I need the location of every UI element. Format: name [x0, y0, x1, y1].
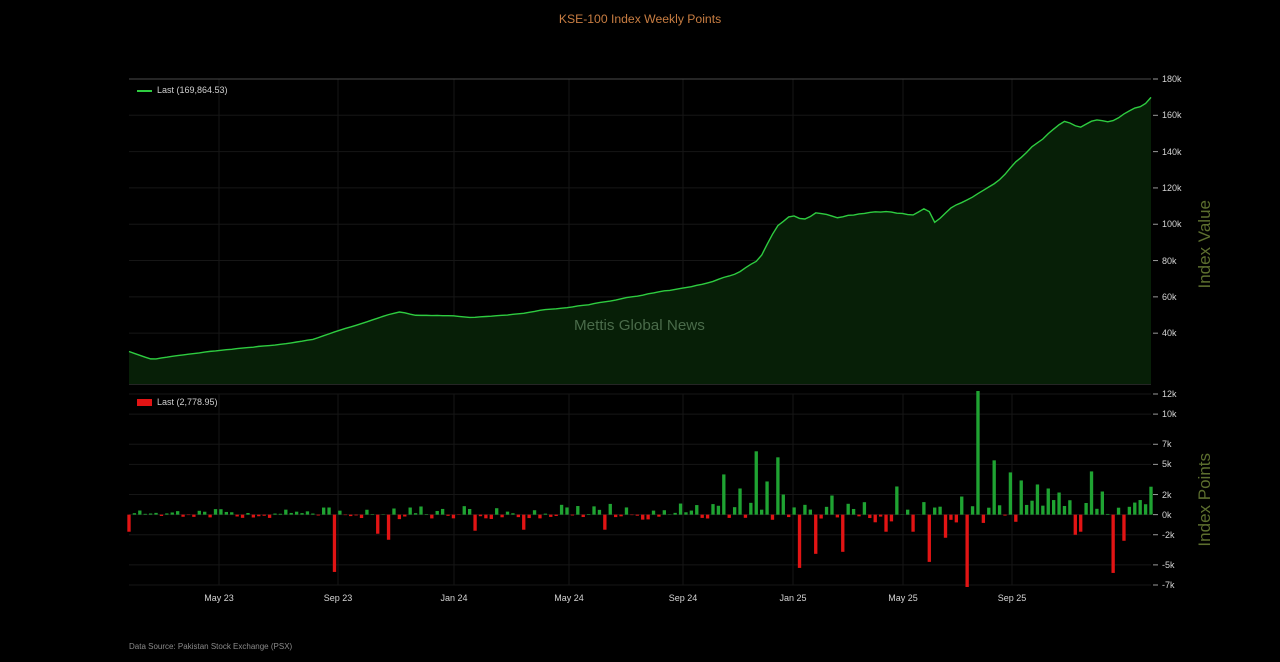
svg-text:Mettis Global News: Mettis Global News	[574, 317, 705, 334]
